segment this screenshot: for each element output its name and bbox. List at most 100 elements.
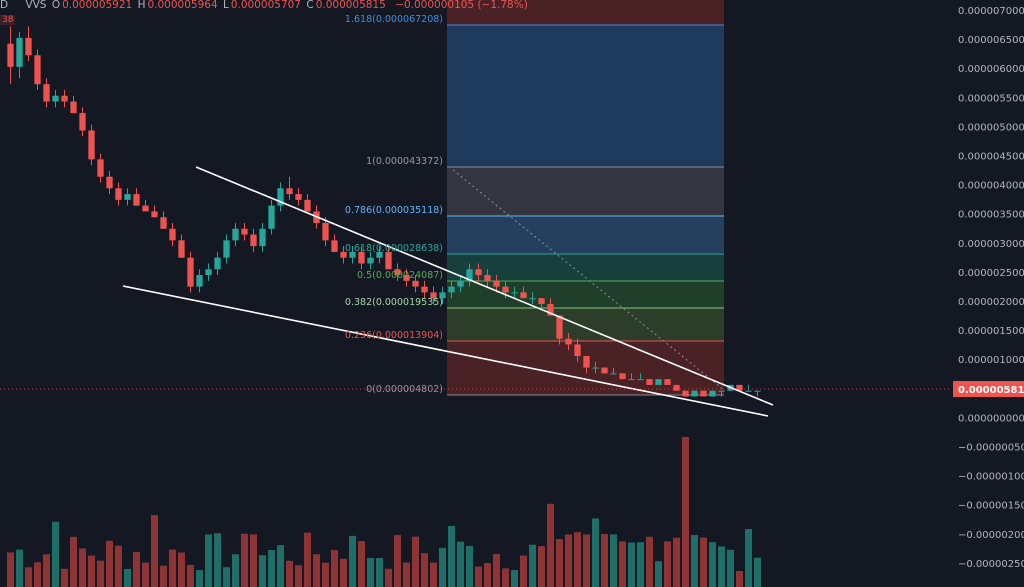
last-price-tag: 0.000005815 xyxy=(0,381,1024,397)
symbol-label[interactable]: D xyxy=(0,0,9,11)
candle-body xyxy=(205,269,212,276)
volume-bar xyxy=(511,570,518,587)
volume-bar xyxy=(709,542,716,587)
volume-bar xyxy=(475,566,482,587)
volume-bar xyxy=(286,560,293,587)
candle-body xyxy=(52,95,59,102)
y-tick-label: 0.0000015000 xyxy=(958,326,1024,337)
fib-zone xyxy=(447,254,724,281)
volume-bar xyxy=(268,549,275,587)
ohlc-header: D VVS O 0.000005921 H 0.000005964 L 0.00000… xyxy=(0,0,530,13)
candle-body xyxy=(502,286,509,293)
volume-bar xyxy=(223,567,230,587)
volume-bar xyxy=(403,562,410,587)
volume-bar xyxy=(628,542,635,587)
fib-labels: 1.618(0.000067208) 1(0.000043372) 0.786(0.… xyxy=(345,14,443,395)
candle-body xyxy=(547,303,554,316)
candle-body xyxy=(187,257,194,287)
volume-bar xyxy=(115,545,122,587)
candle-body xyxy=(250,234,257,247)
candle-body xyxy=(169,228,176,241)
volume-bar xyxy=(745,529,752,587)
candle-body xyxy=(448,286,455,293)
volume-bar xyxy=(448,525,455,587)
candle-body xyxy=(457,280,464,287)
volume-bar xyxy=(322,562,329,587)
candle-body xyxy=(493,280,500,287)
candle-body xyxy=(223,240,230,258)
candle-body xyxy=(682,390,689,397)
volume-bar xyxy=(250,534,257,587)
volume-bar xyxy=(583,534,590,587)
last-price-tag-bg xyxy=(953,381,1024,397)
candle-body xyxy=(538,298,545,304)
fib-level-label: 0.618(0.000028638) xyxy=(345,243,443,254)
volume-bar xyxy=(106,540,113,587)
high-value: 0.000005964 xyxy=(147,0,218,11)
upper-trendline xyxy=(195,166,774,406)
y-tick-label: 0.0000020000 xyxy=(958,297,1024,308)
volume-bar xyxy=(700,537,707,587)
low-value: 0.000005707 xyxy=(230,0,301,11)
volume-bar xyxy=(52,521,59,587)
candle-body xyxy=(160,217,167,229)
y-tick-label: −0.0000015000 xyxy=(958,501,1024,512)
candle-body xyxy=(592,367,599,369)
y-tick-label: 0.0000045000 xyxy=(958,152,1024,163)
y-axis[interactable]: 0.0000070000 0.0000065000 0.0000060000 0.00… xyxy=(958,6,1024,570)
volume-bar xyxy=(79,548,86,587)
volume-bar xyxy=(664,541,671,587)
candle-body xyxy=(196,275,203,287)
volume-bar xyxy=(439,547,446,587)
trendlines[interactable] xyxy=(122,166,774,417)
volume-bar xyxy=(727,549,734,587)
y-tick-label: 0.0000065000 xyxy=(958,35,1024,46)
low-label: L xyxy=(222,0,229,11)
y-tick-label: 0.0000040000 xyxy=(958,181,1024,192)
volume-bar xyxy=(430,562,437,587)
fib-level-label: 0(0.000004802) xyxy=(366,384,443,395)
volume-bar xyxy=(502,568,509,587)
volume-bar xyxy=(619,541,626,587)
fib-zone xyxy=(447,281,724,308)
volume-bar xyxy=(340,558,347,587)
candle-body xyxy=(736,384,743,391)
candle-body xyxy=(484,275,491,281)
candle-body xyxy=(529,298,536,300)
candle-body xyxy=(583,356,590,368)
candle-body xyxy=(214,257,221,270)
volume-bar xyxy=(349,535,356,587)
volume-bar xyxy=(25,567,32,587)
candle-body xyxy=(358,251,365,264)
volume-bar xyxy=(7,552,14,587)
y-tick-label: −0.0000020000 xyxy=(958,530,1024,541)
candle-body xyxy=(133,194,140,206)
lower-trendline xyxy=(122,285,769,417)
volume-bar xyxy=(304,532,311,587)
candle-body xyxy=(259,228,266,247)
y-tick-label: 0.0000000000 xyxy=(958,413,1024,424)
exchange-label[interactable]: VVS xyxy=(25,0,47,11)
candle-body xyxy=(16,37,23,67)
volume-bar xyxy=(637,542,644,587)
candle-body xyxy=(646,379,653,385)
volume-bar xyxy=(61,568,68,587)
candle-body xyxy=(610,373,617,375)
candle-body xyxy=(565,338,572,345)
volume-bar xyxy=(736,571,743,587)
volume-bar xyxy=(178,552,185,587)
candle-body xyxy=(655,379,662,385)
candle-body xyxy=(430,292,437,299)
volume-bar xyxy=(718,546,725,587)
volume-bar xyxy=(43,554,50,587)
volume-bar xyxy=(187,564,194,587)
volume-bars xyxy=(7,437,761,587)
volume-bar xyxy=(313,554,320,587)
volume-bar xyxy=(169,549,176,587)
candle-body xyxy=(322,222,329,241)
close-value: 0.000005815 xyxy=(315,0,386,11)
y-tick-label: 0.0000025000 xyxy=(958,268,1024,279)
candle-body xyxy=(286,188,293,195)
volume-bar xyxy=(16,549,23,587)
